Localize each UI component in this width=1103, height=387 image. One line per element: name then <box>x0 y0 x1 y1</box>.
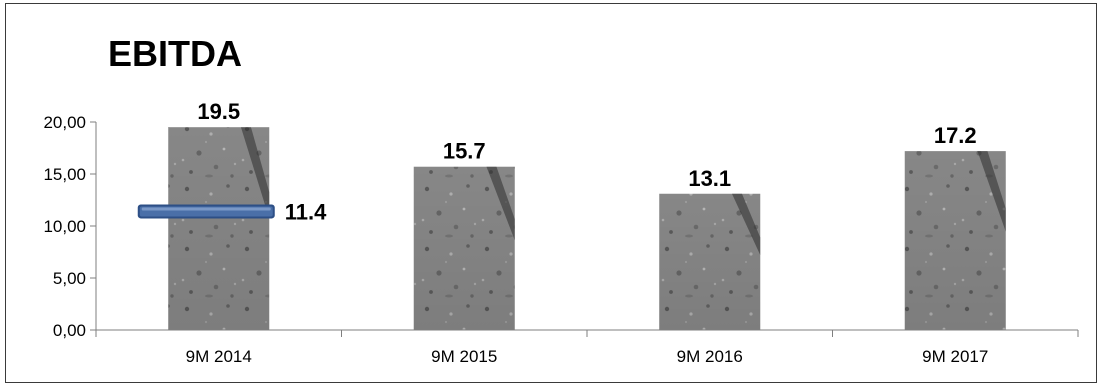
marker-line-highlight <box>141 207 271 211</box>
y-tick-label: 0,00 <box>53 321 86 340</box>
bar-value-label: 13.1 <box>688 166 731 191</box>
bars: 19.5 15.7 13.1 17.2 <box>168 99 1006 330</box>
x-tick-label: 9M 2014 <box>186 347 252 366</box>
bar-crevice <box>977 151 1006 232</box>
x-tick-label: 9M 2016 <box>677 347 743 366</box>
bar-crevice <box>240 127 270 219</box>
y-tick-label: 20,00 <box>43 113 86 132</box>
y-axis: 0,00 5,00 10,00 15,00 20,00 <box>43 113 97 340</box>
bar-crevice <box>731 193 761 256</box>
marker-value-label: 11.4 <box>285 199 327 224</box>
marker-layer: 11.4 <box>137 199 327 224</box>
x-axis: 9M 2014 9M 2015 9M 2016 9M 2017 <box>95 329 1079 366</box>
bar-value-label: 19.5 <box>197 99 240 124</box>
bar-value-label: 17.2 <box>934 123 977 148</box>
y-tick-label: 5,00 <box>53 269 86 288</box>
bar-crevice <box>486 166 515 241</box>
x-tick-label: 9M 2017 <box>922 347 988 366</box>
chart-title: EBITDA <box>108 33 242 74</box>
x-tick-label: 9M 2015 <box>431 347 497 366</box>
y-tick-label: 10,00 <box>43 217 86 236</box>
y-tick-label: 15,00 <box>43 165 86 184</box>
bar-value-label: 15.7 <box>443 139 486 164</box>
